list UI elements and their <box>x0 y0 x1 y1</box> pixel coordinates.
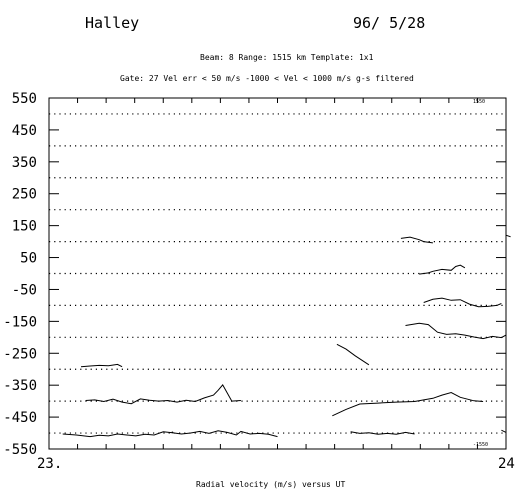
y-tick-label: -250 <box>3 346 37 362</box>
velocity-series-2 <box>85 384 241 405</box>
velocity-series-10 <box>419 264 466 275</box>
y-tick-label: -350 <box>3 378 37 394</box>
x-tick-label-start: 23. <box>37 456 62 472</box>
y-tick-label: 50 <box>20 251 37 267</box>
y-tick-label: 450 <box>12 123 37 139</box>
y-tick-label: 350 <box>12 155 37 171</box>
velocity-series-5 <box>336 343 370 366</box>
y-tick-label: 150 <box>12 219 37 235</box>
beam-range-info: Beam: 8 Range: 1515 km Template: 1x1 <box>200 53 374 62</box>
velocity-series-12 <box>505 234 511 238</box>
data-point <box>171 431 174 434</box>
filter-info: Gate: 27 Vel err < 50 m/s -1000 < Vel < … <box>120 74 414 83</box>
y-tick-label: 550 <box>12 91 37 107</box>
velocity-series-13 <box>501 429 507 433</box>
corner-label-bottom: -1550 <box>473 442 488 448</box>
velocity-series-8 <box>405 322 507 340</box>
velocity-series-3 <box>80 363 123 368</box>
velocity-series-11 <box>400 236 433 244</box>
y-tick-label: 250 <box>12 187 37 203</box>
y-tick-label: -550 <box>3 442 37 458</box>
x-axis-label: Radial velocity (m/s) versus UT <box>196 480 346 489</box>
velocity-series-9 <box>423 297 502 308</box>
corner-label-top: 1550 <box>473 99 485 105</box>
y-tick-label: -150 <box>3 314 37 330</box>
x-tick-label-end: 24 <box>498 456 515 472</box>
velocity-series-7 <box>350 431 415 435</box>
y-tick-label: -50 <box>12 282 37 298</box>
velocity-series-6 <box>332 391 484 417</box>
station-name: Halley <box>85 14 140 32</box>
velocity-series-1 <box>62 430 278 438</box>
y-tick-label: -450 <box>3 410 37 426</box>
plot-date: 96/ 5/28 <box>353 14 426 32</box>
